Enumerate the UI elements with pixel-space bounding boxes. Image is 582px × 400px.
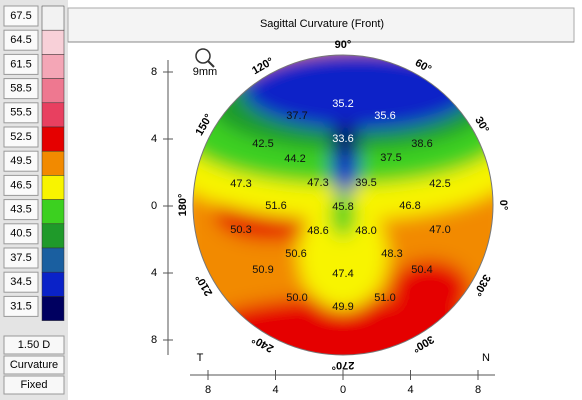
curvature-reading: 50.4 [411, 264, 432, 276]
legend-swatch [41, 296, 65, 321]
legend-swatch [41, 271, 65, 297]
scale-box[interactable] [3, 375, 65, 395]
zoom-label: 9mm [193, 66, 217, 78]
curvature-reading: 47.0 [429, 224, 450, 236]
x-tick-label: 8 [475, 384, 481, 396]
legend-swatch [41, 199, 65, 225]
legend-swatch [41, 29, 65, 55]
curvature-reading: 50.6 [285, 248, 306, 260]
angle-label: 0° [497, 200, 509, 211]
legend-swatch [41, 150, 65, 176]
legend-label: 31.5 [10, 300, 31, 312]
x-tick-label: 8 [205, 384, 211, 396]
y-tick-label: 0 [151, 200, 157, 212]
legend-label: 61.5 [10, 58, 31, 70]
curvature-reading: 50.9 [252, 264, 273, 276]
map-border [192, 54, 494, 356]
legend-label-box [3, 295, 39, 317]
curvature-reading: 44.2 [284, 153, 305, 165]
curvature-reading: 37.7 [286, 110, 307, 122]
map-title: Sagittal Curvature (Front) [260, 18, 384, 30]
legend-label-box [3, 78, 39, 100]
legend-label: 49.5 [10, 155, 31, 167]
curvature-reading: 48.0 [355, 225, 376, 237]
angle-label: 270° [332, 359, 355, 371]
angle-label: 180° [177, 194, 189, 217]
x-tick-label: 4 [407, 384, 413, 396]
legend-label-box [3, 102, 39, 124]
legend-label-box [3, 126, 39, 148]
curvature-reading: 51.0 [374, 292, 395, 304]
legend-swatch [41, 5, 65, 31]
legend-label: 55.5 [10, 107, 31, 119]
legend-swatch [41, 223, 65, 249]
legend-swatch [41, 54, 65, 79]
x-tick-label: 4 [272, 384, 278, 396]
step-box [3, 335, 65, 355]
legend-label-box [3, 271, 39, 293]
legend-swatch [41, 126, 65, 152]
x-tick-label: 0 [340, 384, 346, 396]
legend-label: 34.5 [10, 276, 31, 288]
curvature-reading: 48.3 [381, 248, 402, 260]
legend-label: 58.5 [10, 83, 31, 95]
step-label: 1.50 D [18, 339, 50, 351]
legend-label: 52.5 [10, 131, 31, 143]
curvature-map [193, 55, 493, 355]
curvature-reading: 38.6 [411, 138, 432, 150]
zoom-icon-handle [207, 60, 215, 68]
curvature-reading: 47.3 [230, 178, 251, 190]
legend-swatch [41, 247, 65, 273]
legend-label: 40.5 [10, 228, 31, 240]
legend-label-box [3, 174, 39, 196]
legend-swatch [41, 78, 65, 104]
legend-swatch [41, 102, 65, 128]
legend-label-box [3, 247, 39, 269]
legend-label-box [3, 223, 39, 245]
curvature-reading: 48.6 [307, 225, 328, 237]
y-tick-label: 4 [151, 267, 157, 279]
nasal-label: N [482, 352, 490, 364]
angle-label: 90° [335, 39, 352, 51]
legend-label-box [3, 29, 39, 51]
curvature-reading: 47.3 [307, 177, 328, 189]
legend-label-box [3, 150, 39, 172]
legend-label: 43.5 [10, 204, 31, 216]
legend-label: 37.5 [10, 252, 31, 264]
curvature-reading: 50.0 [286, 292, 307, 304]
curvature-reading: 49.9 [332, 301, 353, 313]
curvature-reading: 37.5 [380, 152, 401, 164]
legend-label: 64.5 [10, 34, 31, 46]
curvature-reading: 33.6 [332, 133, 353, 145]
zoom-icon[interactable] [195, 48, 211, 64]
curvature-reading: 39.5 [355, 177, 376, 189]
y-tick-label: 8 [151, 66, 157, 78]
curvature-reading: 35.2 [332, 98, 353, 110]
curvature-reading: 45.8 [332, 201, 353, 213]
curvature-reading: 42.5 [429, 178, 450, 190]
curvature-reading: 47.4 [332, 268, 353, 280]
curvature-reading: 35.6 [374, 110, 395, 122]
legend-label-box [3, 5, 39, 27]
legend-label: 46.5 [10, 179, 31, 191]
curvature-reading: 50.3 [230, 224, 251, 236]
curvature-reading: 51.6 [265, 200, 286, 212]
legend-swatch [41, 175, 65, 200]
legend-label: 67.5 [10, 10, 31, 22]
y-tick-label: 4 [151, 133, 157, 145]
legend-label-box [3, 53, 39, 75]
temporal-label: T [197, 352, 204, 364]
curvature-reading: 46.8 [399, 200, 420, 212]
scale-label: Fixed [21, 379, 48, 391]
mode-box[interactable] [3, 355, 65, 375]
curvature-reading: 42.5 [252, 138, 273, 150]
mode-label: Curvature [10, 359, 58, 371]
y-tick-label: 8 [151, 334, 157, 346]
legend-label-box [3, 199, 39, 221]
